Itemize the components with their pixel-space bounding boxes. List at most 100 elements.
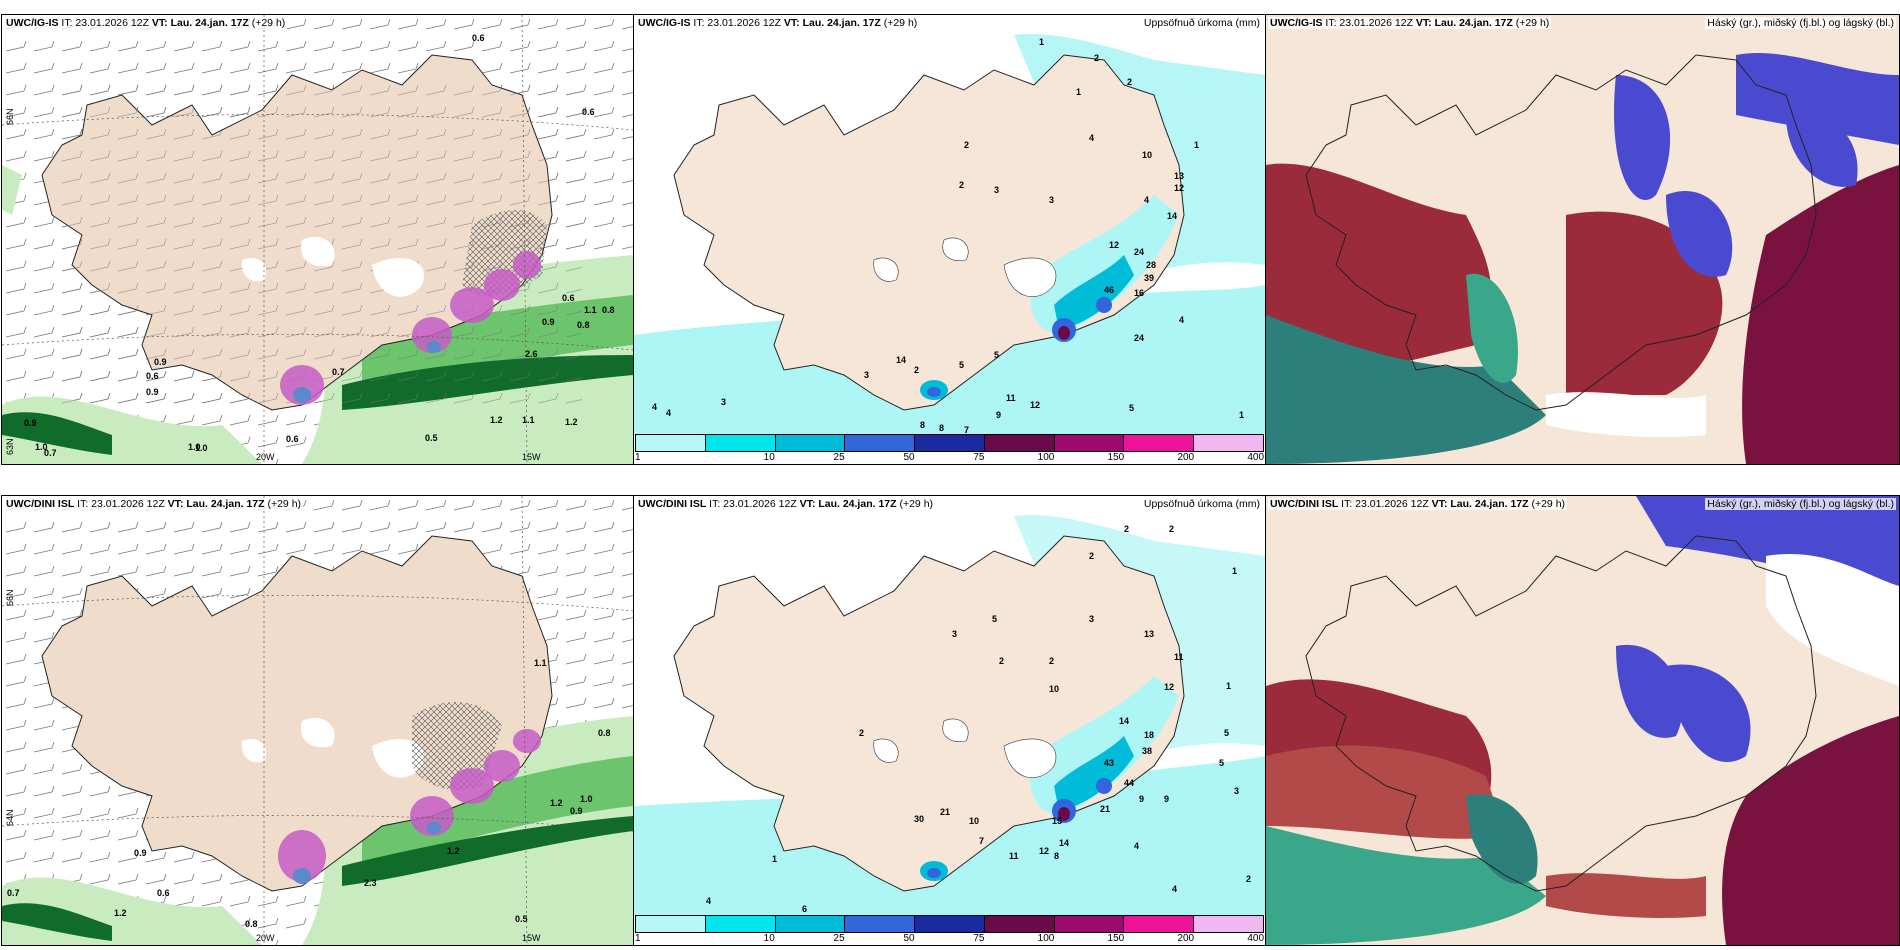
precip-value: 21 [1100,804,1111,814]
panel-header: UWC/DINI ISL IT: 23.01.2026 12Z VT: Lau.… [636,498,936,510]
precip-value: 9 [1164,794,1170,804]
lat-label: 64N [5,809,15,826]
wind-value: 0.8 [577,320,590,330]
legend-label: 25 [833,933,845,944]
wind-value: 0.8 [602,305,615,315]
legend-label: 100 [1037,452,1055,463]
precip-value: 30 [914,814,925,824]
wind-value: 1.1 [534,658,547,668]
precip-value: 10 [1142,150,1153,160]
precip-value: 10 [1049,684,1060,694]
precip-value: 24 [1134,247,1145,257]
wind-value: 1.0 [580,794,593,804]
wind-value: 2.3 [364,878,377,888]
precip-value: 11 [1009,851,1019,861]
legend-labels: 1 10 25 50 75 100 150 200 400 [635,452,1264,464]
precip-value: 1 [1039,37,1045,47]
precip-value: 4 [652,402,658,412]
wind-value: 1.0 [35,442,48,452]
wind-value: 0.6 [562,293,575,303]
precip-value: 11 [1006,393,1016,403]
precip-value: 28 [1146,260,1157,270]
legend-swatch [845,435,916,451]
legend-label: 150 [1107,452,1125,463]
precip-value: 2 [959,180,965,190]
precip-value: 12 [1030,400,1041,410]
precip-value: 46 [1104,285,1115,295]
legend-swatch [1054,435,1125,451]
legend-swatch [984,435,1055,451]
precip-value: 14 [1059,838,1070,848]
precip-value: 1 [1076,87,1082,97]
precip-value: 12 [1109,240,1120,250]
panel-title: Uppsöfnuð úrkoma (mm) [1141,498,1262,510]
wind-map [2,496,633,945]
cloud-map-panel-row1: UWC/IG-IS IT: 23.01.2026 12Z VT: Lau. 24… [1265,14,1900,465]
legend-swatch [915,916,985,932]
precip-value: 5 [959,360,965,370]
precip-value: 4 [1172,884,1178,894]
wind-value: 1.0 [188,442,201,452]
legend-swatch [775,435,846,451]
precip-map-panel-row1: UWC/IG-IS IT: 23.01.2026 12Z VT: Lau. 24… [633,14,1266,465]
lat-label: 63N [5,438,15,455]
precip-value: 12 [1164,682,1175,692]
wind-value: 0.7 [332,367,345,377]
precip-value: 38 [1142,746,1153,756]
wind-value: 0.9 [542,317,555,327]
precip-value: 4 [666,408,672,418]
precip-value: 13 [1174,171,1185,181]
wind-value: 1.1 [522,415,535,425]
wind-value: 0.7 [7,888,20,898]
precip-value: 3 [994,185,1000,195]
precip-value: 14 [1119,716,1130,726]
precip-value: 9 [1139,794,1145,804]
wind-value: 0.9 [24,418,37,428]
precip-value: 44 [1124,778,1135,788]
precip-value: 18 [1144,730,1155,740]
wind-value: 0.9 [154,357,167,367]
precip-map [634,515,1265,916]
precip-value: 3 [864,370,870,380]
wind-value: 0.9 [570,806,583,816]
precip-map-panel-row2: UWC/DINI ISL IT: 23.01.2026 12Z VT: Lau.… [633,495,1266,946]
legend-label: 75 [973,452,985,463]
legend-label: 75 [973,933,985,944]
precip-value: 1 [1226,681,1232,691]
precip-value: 13 [1144,629,1155,639]
legend-swatch [705,435,776,451]
precip-legend: 1 10 25 50 75 100 150 200 400 [634,434,1265,464]
precip-value: 14 [1167,211,1178,221]
legend-label: 10 [763,933,775,944]
panel-header: UWC/IG-IS IT: 23.01.2026 12Z VT: Lau. 24… [1268,17,1552,29]
legend-label: 10 [763,452,775,463]
precip-value: 9 [996,410,1002,420]
precip-value: 1 [1239,410,1245,420]
lon-label: 20W [256,933,275,943]
precip-value: 2 [1169,524,1175,534]
precip-value: 7 [964,425,970,435]
precip-value: 5 [1129,403,1135,413]
legend-label: 50 [903,452,915,463]
wind-value: 1.1 [584,305,597,315]
wind-value: 0.6 [286,434,299,444]
panel-header: UWC/DINI ISL IT: 23.01.2026 12Z VT: Lau.… [4,498,304,510]
legend-swatch [636,435,706,451]
legend-swatch [1124,916,1195,932]
legend-swatch [845,916,916,932]
precip-value: 8 [1054,851,1060,861]
precip-value: 16 [1134,288,1145,298]
precip-value: 7 [979,836,985,846]
precip-value: 15 [1052,816,1063,826]
wind-value: 0.5 [425,433,438,443]
legend-swatch [636,916,706,932]
cloud-map-panel-row2: UWC/DINI ISL IT: 23.01.2026 12Z VT: Lau.… [1265,495,1900,946]
precip-value: 1 [772,854,778,864]
lat-label: 66N [5,589,15,606]
wind-value: 0.9 [146,387,159,397]
cloud-map [1266,496,1899,945]
precip-value: 4 [706,896,712,906]
precip-value: 12 [1039,846,1050,856]
wind-value: 0.7 [44,448,57,458]
wind-value: 1.0 [195,443,208,453]
